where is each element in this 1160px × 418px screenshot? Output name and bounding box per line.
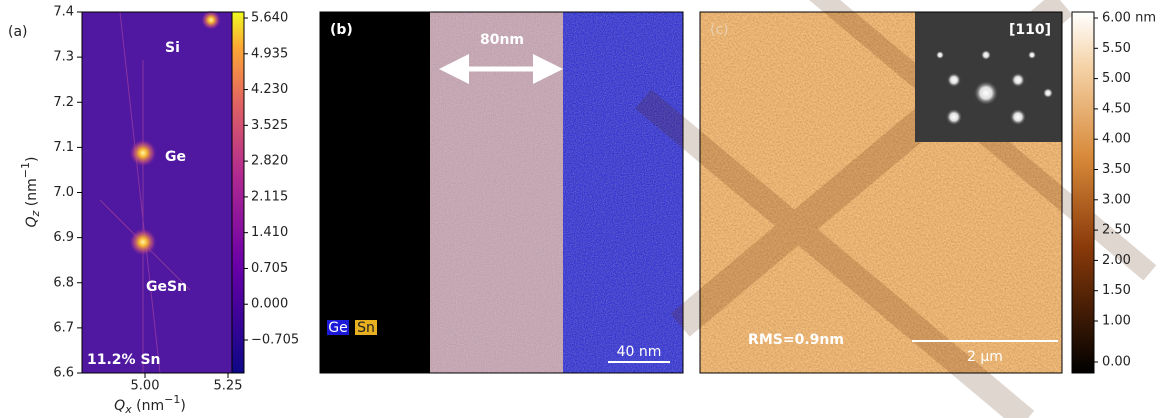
label-part: (nm <box>24 178 40 210</box>
y-tick-label: 6.8 <box>53 275 74 290</box>
colorbar-tick-label: 4.230 <box>251 82 288 97</box>
annotation: RMS=0.9nm <box>748 332 844 348</box>
colorbar-tick-label: 2.50 <box>1102 223 1131 238</box>
annotation: GeSn <box>146 279 187 295</box>
colorbar-tick-label: −0.705 <box>251 333 299 348</box>
colorbar-tick-label: 2.115 <box>251 189 288 204</box>
x-axis-label: Qx (nm−1) <box>114 393 186 416</box>
colorbar <box>232 12 244 373</box>
panel-label: (a) <box>8 24 28 40</box>
colorbar-tick-label: 2.820 <box>251 154 288 169</box>
width-label: 80nm <box>480 32 524 48</box>
colorbar-tick-label: 5.640 <box>251 11 288 26</box>
label-part: ) <box>24 157 40 162</box>
annotation: Ge <box>165 149 186 165</box>
colorbar-tick-label: 1.410 <box>251 225 288 240</box>
colorbar-tick-label: 5.50 <box>1102 41 1131 56</box>
map-a <box>82 12 232 373</box>
colorbar-tick-label: 1.50 <box>1102 283 1131 298</box>
colorbar-tick-label: 6.00 nm <box>1102 11 1156 26</box>
peak <box>201 10 221 30</box>
colorbar-tick-label: 4.00 <box>1102 132 1131 147</box>
inset-label: [110] <box>1009 22 1051 38</box>
y-tick-label: 7.4 <box>53 5 74 20</box>
y-tick-label: 6.7 <box>53 320 74 335</box>
label-part: (nm <box>132 398 164 414</box>
y-tick-label: 6.6 <box>53 366 74 381</box>
scale-label: 40 nm <box>617 344 662 360</box>
colorbar <box>1072 12 1094 373</box>
panel-label: (b) <box>330 22 353 38</box>
legend-label: Ge <box>328 320 347 336</box>
panel-label: (c) <box>710 22 729 38</box>
y-tick-label: 7.0 <box>53 185 74 200</box>
peak <box>129 139 157 167</box>
x-tick-label: 5.25 <box>214 379 243 394</box>
annotation: 11.2% Sn <box>87 352 161 368</box>
noise <box>430 12 683 373</box>
y-tick-label: 7.2 <box>53 95 74 110</box>
colorbar-tick-label: 0.705 <box>251 261 288 276</box>
colorbar-tick-label: 0.000 <box>251 297 288 312</box>
label-part: ) <box>180 398 185 414</box>
annotation: Si <box>165 40 180 56</box>
y-tick-label: 7.3 <box>53 50 74 65</box>
colorbar-tick-label: 3.525 <box>251 118 288 133</box>
colorbar-tick-label: 1.00 <box>1102 314 1131 329</box>
label-part: −1 <box>19 162 32 178</box>
scale-label: 2 μm <box>967 349 1003 365</box>
colorbar-tick-label: 0.00 <box>1102 355 1131 370</box>
y-tick-label: 6.9 <box>53 230 74 245</box>
label-part: Q <box>24 216 40 227</box>
label-part: Q <box>114 398 125 414</box>
peak <box>129 228 157 256</box>
colorbar-tick-label: 3.00 <box>1102 192 1131 207</box>
legend-label: Sn <box>357 320 375 336</box>
colorbar-tick-label: 2.00 <box>1102 253 1131 268</box>
figure: (a) Si Ge GeSn 11.2% Sn Qz (nm−1) Qx (nm… <box>0 0 1160 418</box>
colorbar-tick-label: 4.935 <box>251 46 288 61</box>
colorbar-tick-label: 3.50 <box>1102 162 1131 177</box>
y-axis-label: Qz (nm−1) <box>19 157 42 228</box>
x-tick-label: 5.00 <box>131 379 160 394</box>
colorbar-tick-label: 4.50 <box>1102 101 1131 116</box>
label-part: −1 <box>164 393 180 406</box>
colorbar-tick-label: 5.00 <box>1102 71 1131 86</box>
y-tick-label: 7.1 <box>53 140 74 155</box>
